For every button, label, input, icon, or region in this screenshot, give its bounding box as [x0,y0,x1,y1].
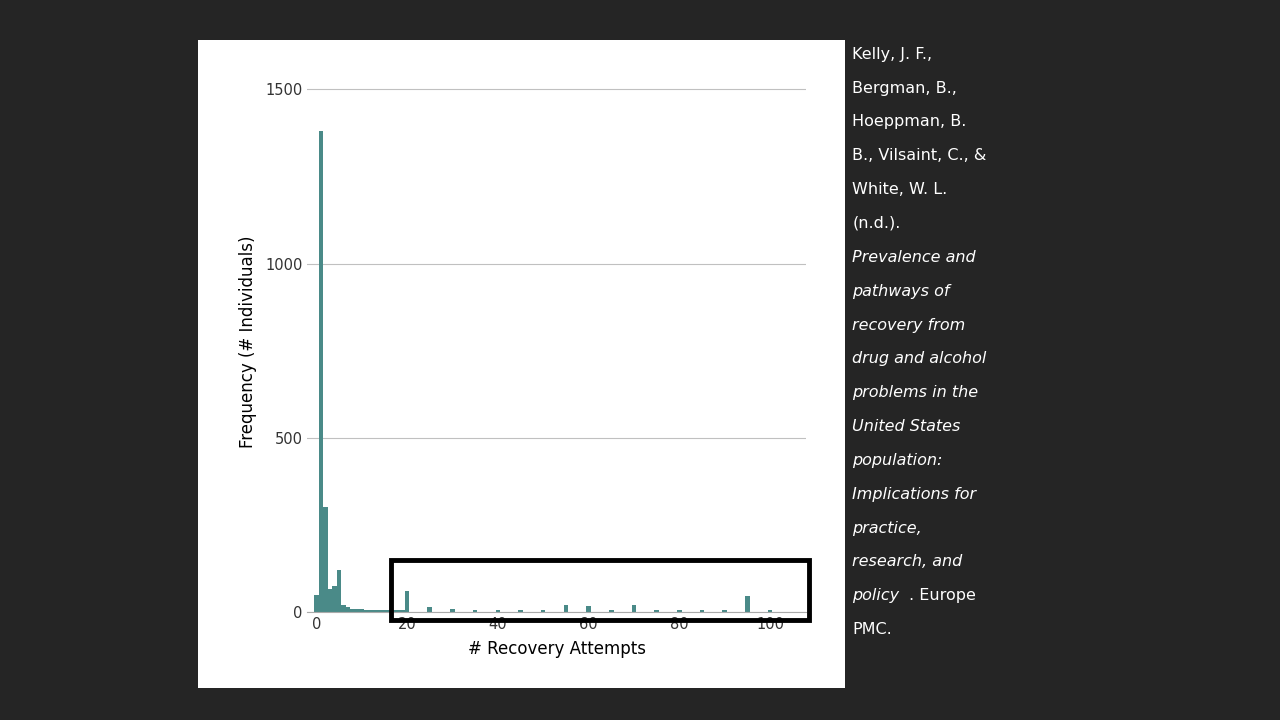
Bar [451,609,454,612]
Bar [387,611,392,612]
Bar [677,611,681,612]
Bar [472,611,477,612]
Bar [351,608,355,612]
Text: B., Vilsaint, C., &: B., Vilsaint, C., & [852,148,987,163]
Bar [495,611,500,612]
Bar [355,608,360,612]
Text: PMC.: PMC. [852,622,892,637]
Text: United States: United States [852,419,961,434]
Text: recovery from: recovery from [852,318,965,333]
Bar [745,596,750,612]
Text: Implications for: Implications for [852,487,977,502]
Bar [404,591,410,612]
Text: pathways of: pathways of [852,284,950,299]
Bar [401,611,404,612]
Text: (n.d.).: (n.d.). [852,216,901,231]
Bar [364,610,369,612]
Text: practice,: practice, [852,521,922,536]
Bar [314,595,319,612]
Bar [360,609,364,612]
Bar [328,590,333,612]
Bar [392,611,396,612]
Bar [632,605,636,612]
Text: . Europe: . Europe [909,588,975,603]
Text: research, and: research, and [852,554,963,570]
Y-axis label: Frequency (# Individuals): Frequency (# Individuals) [238,235,256,449]
Text: policy: policy [852,588,900,603]
Bar [700,611,704,612]
Bar [342,605,346,612]
Bar [518,611,522,612]
Text: Bergman, B.,: Bergman, B., [852,81,957,96]
Bar [323,508,328,612]
Text: Hoeppman, B.: Hoeppman, B. [852,114,966,130]
Bar [654,611,659,612]
Text: Kelly, J. F.,: Kelly, J. F., [852,47,933,62]
Bar [563,605,568,612]
Text: Prevalence and: Prevalence and [852,250,977,265]
Bar [428,607,433,612]
Bar [337,570,342,612]
Text: White, W. L.: White, W. L. [852,182,947,197]
Bar [586,606,591,612]
Bar [346,607,351,612]
Bar [609,611,613,612]
Text: problems in the: problems in the [852,385,979,400]
Bar [333,586,337,612]
Bar [372,611,378,612]
Bar [378,611,381,612]
Bar [768,611,772,612]
Bar [319,131,323,612]
Bar [369,611,372,612]
Bar [396,611,401,612]
X-axis label: # Recovery Attempts: # Recovery Attempts [467,640,646,658]
Text: drug and alcohol: drug and alcohol [852,351,987,366]
Text: population:: population: [852,453,943,468]
Bar [722,611,727,612]
Bar [392,560,809,620]
Bar [381,611,387,612]
Bar [541,611,545,612]
